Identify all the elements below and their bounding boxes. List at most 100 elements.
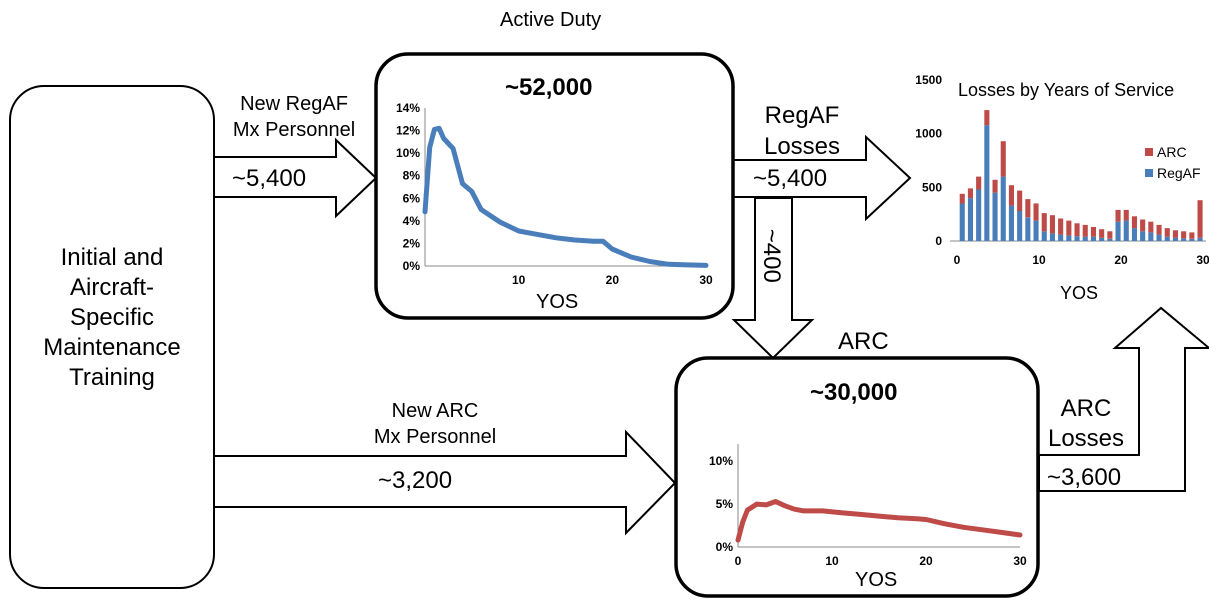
arc-inflow-line: New ARC: [391, 400, 479, 422]
loss-bar-regaf: [1066, 235, 1072, 241]
loss-bar-regaf: [1148, 232, 1154, 241]
loss-bar-regaf: [1058, 234, 1064, 241]
loss-bar-arc: [1148, 221, 1154, 233]
arc-x-title: YOS: [855, 569, 898, 591]
loss-bar-arc: [1107, 231, 1113, 239]
arc-inflow-arrow: [213, 429, 677, 536]
loss-bar-regaf: [976, 189, 982, 241]
training-line: Initial and: [60, 244, 164, 271]
loss-bar-regaf: [1181, 238, 1187, 241]
arc-total: ~30,000: [810, 379, 898, 406]
losses-chart: 0 500 1000 1500 0 10 20 30: [915, 73, 1209, 267]
loss-bar-arc: [959, 193, 965, 204]
loss-bar-arc: [1197, 200, 1203, 238]
loss-bar-regaf: [1049, 233, 1055, 241]
transfer-arrow: [731, 197, 815, 360]
loss-bar-arc: [1041, 213, 1047, 232]
loss-bar-regaf: [1131, 228, 1137, 241]
loss-bar-arc: [976, 176, 982, 190]
loss-bar-regaf: [1033, 220, 1039, 241]
loss-bar-arc: [1115, 209, 1121, 222]
loss-bar-regaf: [1156, 234, 1162, 241]
loss-bar-regaf: [1025, 217, 1031, 241]
y-tick-label: 4%: [403, 214, 421, 228]
loss-bar-arc: [1090, 227, 1096, 237]
arc-loss-label: ARC Losses: [1041, 394, 1131, 454]
regaf-inflow-label: New RegAF Mx Personnel: [214, 91, 374, 143]
x-tick-label: 30: [1013, 554, 1027, 568]
x-tick-label: 30: [1196, 253, 1209, 267]
regaf-inflow-line: New RegAF: [240, 93, 348, 115]
loss-bar-arc: [1172, 230, 1178, 238]
active-duty-box: [374, 52, 735, 320]
regaf-loss-value: ~5,400: [753, 165, 828, 192]
transfer-value: ~400: [757, 228, 785, 283]
loss-bar-arc: [1131, 216, 1137, 229]
loss-bar-arc: [1099, 229, 1105, 238]
x-tick-label: 0: [954, 253, 961, 267]
regaf-loss-line: Losses: [763, 133, 841, 160]
y-tick-label: 0%: [403, 259, 421, 273]
y-tick-label: 0: [935, 234, 942, 248]
x-tick-label: 20: [1114, 253, 1128, 267]
loss-bar-arc: [1082, 224, 1088, 237]
loss-bar-regaf: [1074, 236, 1080, 241]
ad-x-title: YOS: [536, 291, 579, 313]
loss-bar-arc: [1033, 203, 1039, 221]
losses-x-title: YOS: [1060, 283, 1099, 303]
loss-bar-regaf: [1041, 231, 1047, 241]
loss-bar-arc: [1123, 209, 1129, 221]
arc-loss-arrow: [1038, 306, 1209, 492]
losses-title: Losses by Years of Service: [958, 80, 1175, 100]
loss-bar-regaf: [992, 192, 998, 241]
training-box: [9, 85, 215, 589]
loss-bar-regaf: [1189, 238, 1195, 241]
legend-swatch-arc: [1145, 148, 1153, 156]
loss-bar-regaf: [1090, 236, 1096, 241]
arc-inflow-label: New ARC Mx Personnel: [355, 398, 515, 450]
loss-bar-regaf: [1140, 231, 1146, 241]
arc-inflow-value: ~3,200: [378, 467, 453, 494]
x-tick-label: 20: [606, 273, 620, 287]
loss-bar-regaf: [1008, 205, 1014, 241]
loss-bar-regaf: [1000, 176, 1006, 241]
arc-inflow-line: Mx Personnel: [373, 426, 497, 448]
loss-bar-arc: [1074, 223, 1080, 237]
y-tick-label: 1500: [915, 73, 942, 87]
x-tick-label: 10: [512, 273, 526, 287]
arc-chart: 0% 5% 10% 0 10 20 30: [709, 444, 1027, 568]
y-tick-label: 500: [922, 180, 942, 194]
loss-bar-regaf: [959, 203, 965, 241]
loss-bar-arc: [1066, 220, 1072, 236]
loss-bar-arc: [1140, 219, 1146, 232]
arc-series-line: [735, 499, 1023, 543]
x-tick-label: 10: [1032, 253, 1046, 267]
training-line: Maintenance: [43, 334, 181, 361]
y-tick-label: 10%: [396, 146, 420, 160]
loss-bar-arc: [1156, 224, 1162, 235]
regaf-inflow-value: ~5,400: [232, 165, 307, 192]
arc-box: [674, 356, 1040, 598]
y-tick-label: 6%: [403, 191, 421, 205]
x-tick-label: 30: [699, 273, 713, 287]
loss-bar-regaf: [1197, 237, 1203, 241]
loss-bar-arc: [1058, 218, 1064, 235]
legend-regaf-label: RegAF: [1157, 165, 1201, 181]
loss-bar-arc: [967, 188, 973, 199]
loss-bar-arc: [1008, 185, 1014, 206]
loss-bar-arc: [1189, 232, 1195, 239]
loss-bar-regaf: [1099, 237, 1105, 241]
loss-bar-regaf: [1172, 237, 1178, 241]
y-tick-label: 10%: [709, 454, 733, 468]
legend-swatch-regaf: [1145, 169, 1153, 177]
ad-chart: 0% 2% 4% 6% 8% 10% 12% 14% 10 20 30: [396, 101, 713, 287]
regaf-loss-line: RegAF: [764, 102, 840, 129]
y-tick-label: 0%: [716, 540, 734, 554]
y-tick-label: 2%: [403, 236, 421, 250]
active-duty-total: ~52,000: [505, 74, 593, 101]
regaf-loss-label: RegAF Losses: [748, 100, 856, 162]
loss-bar-regaf: [1123, 220, 1129, 241]
legend-arc-label: ARC: [1157, 144, 1187, 160]
